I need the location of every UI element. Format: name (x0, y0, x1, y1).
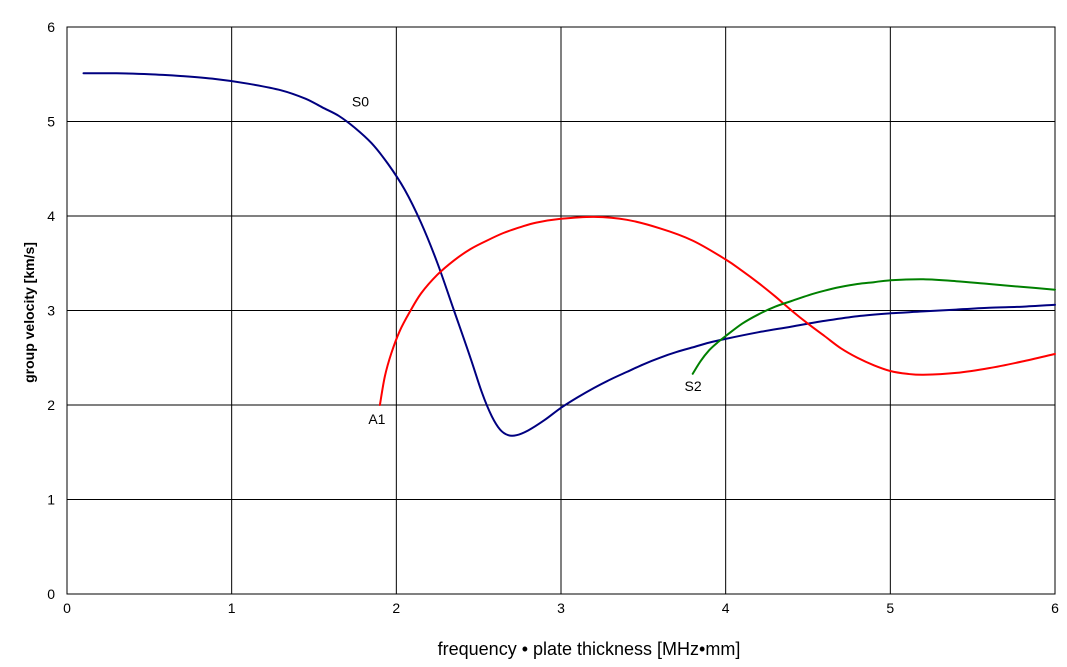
series-lines (82, 72, 1056, 437)
curve-label-s0: S0 (352, 93, 369, 109)
x-axis-tick-labels: 0 1 2 3 4 5 6 (63, 600, 1059, 616)
x-tick-label: 4 (722, 600, 730, 616)
curve-label-a1: A1 (368, 411, 385, 427)
x-tick-label: 0 (63, 600, 71, 616)
y-tick-label: 3 (47, 303, 55, 319)
y-tick-label: 4 (47, 208, 55, 224)
y-tick-label: 5 (47, 114, 55, 130)
y-tick-label: 6 (47, 19, 55, 35)
x-tick-label: 1 (228, 600, 236, 616)
curve-labels: S0 A1 S2 (352, 93, 702, 427)
x-tick-label: 6 (1051, 600, 1059, 616)
y-tick-label: 1 (47, 492, 55, 508)
x-tick-label: 2 (392, 600, 400, 616)
x-axis-title: frequency • plate thickness [MHz•mm] (438, 639, 741, 659)
plot-area-frame (66, 26, 1056, 595)
y-axis-tick-labels: 0 1 2 3 4 5 6 (47, 19, 55, 602)
x-tick-label: 3 (557, 600, 565, 616)
y-tick-label: 0 (47, 586, 55, 602)
series-line-a1 (378, 215, 1056, 406)
y-axis-title: group velocity [km/s] (21, 242, 37, 383)
curve-label-s2: S2 (685, 378, 702, 394)
y-tick-label: 2 (47, 397, 55, 413)
x-tick-label: 5 (886, 600, 894, 616)
series-line-s2 (691, 278, 1056, 375)
